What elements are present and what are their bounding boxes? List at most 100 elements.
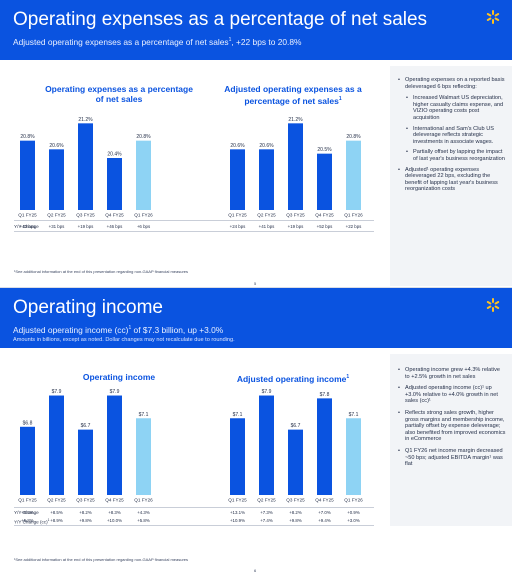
data-label: 20.8% xyxy=(346,134,361,140)
slide-title: Operating expenses as a percentage of ne… xyxy=(13,9,428,30)
commentary-panel: Operating income grew +4.3% relative to … xyxy=(390,354,512,526)
bar xyxy=(136,418,151,495)
category-label: Q4 FY25 xyxy=(315,498,334,503)
chart-adj-opinc: $7.1 Q1 FY25 $7.9 Q2 FY25 $6.7 Q3 FY25 $7.8 Q4 … xyxy=(228,389,363,503)
bar xyxy=(317,153,332,210)
page-number: 5 xyxy=(254,281,257,286)
bar xyxy=(136,140,151,210)
bar xyxy=(288,123,303,210)
change-value: +8.2% xyxy=(289,510,302,515)
change-value: +41 bps xyxy=(259,224,276,229)
change-value: +52 bps xyxy=(317,224,334,229)
rows-adj-opinc: +13.1% +7.3% +8.2% +7.0% +0.9% +10.9% +7.4% +9.… xyxy=(230,510,360,523)
change-value: +10.9% xyxy=(230,518,245,523)
bullet: Q1 FY26 net income margin decreased ~50 … xyxy=(398,448,506,468)
data-label: $7.1 xyxy=(349,412,359,418)
commentary-panel: Operating expenses on a reported basis d… xyxy=(390,66,512,286)
slide-note: Amounts in billions, except as noted. Do… xyxy=(13,337,235,343)
data-label: 20.8% xyxy=(136,134,151,140)
row-label-yy: Y/Y Change xyxy=(14,510,39,515)
sub-bullet: International and Sam's Club US delevera… xyxy=(406,126,506,146)
change-value: +8.3% xyxy=(108,510,121,515)
bullet: Adjusted operating income (cc)¹ up +3.0%… xyxy=(398,385,506,405)
change-value: +9.6% xyxy=(21,510,34,515)
bar xyxy=(20,140,35,210)
rows-adj-opex: +24 bps +41 bps +19 bps +52 bps +22 bps xyxy=(230,224,363,229)
change-value: +7.0% xyxy=(318,510,331,515)
bar xyxy=(346,140,361,210)
category-label: Q1 FY26 xyxy=(344,213,363,218)
bullet: Operating income grew +4.3% relative to … xyxy=(398,367,506,380)
rows-opinc: +9.6% +8.5% +8.2% +8.3% +4.3% +5.8% +8.9% +9.8%… xyxy=(21,510,150,523)
chart-adj-opex: 20.6% Q1 FY25 20.6% Q2 FY25 21.2% Q3 FY25 20.5… xyxy=(228,117,363,218)
row-divider xyxy=(14,525,374,526)
data-label: $6.7 xyxy=(291,423,301,429)
chart-title-opex: Operating expenses as a percentage of ne… xyxy=(45,84,193,104)
category-label: Q3 FY25 xyxy=(76,498,95,503)
chart-opex: 20.8% Q1 FY25 20.6% Q2 FY25 21.2% Q3 FY25 20.4… xyxy=(18,117,153,218)
data-label: 20.6% xyxy=(49,143,64,149)
spark-logo-icon xyxy=(486,10,500,24)
data-label: 20.6% xyxy=(259,143,274,149)
data-label: 21.2% xyxy=(288,117,303,123)
change-value: +31 bps xyxy=(49,224,66,229)
footnote: ¹See additional information at the end o… xyxy=(14,557,189,562)
category-label: Q1 FY25 xyxy=(18,213,37,218)
change-value: +4.3% xyxy=(137,510,150,515)
row-divider xyxy=(14,231,374,232)
bar xyxy=(78,429,93,495)
category-label: Q2 FY25 xyxy=(257,498,276,503)
sub-bullet: Partially offset by lapping the impact o… xyxy=(406,149,506,162)
category-label: Q2 FY25 xyxy=(47,213,66,218)
chart-title-adj-opinc: Adjusted operating income1 xyxy=(236,373,350,384)
change-value: +9.8% xyxy=(289,518,302,523)
slide-header: Operating income Adjusted operating inco… xyxy=(0,288,512,348)
data-label: $6.8 xyxy=(23,420,33,426)
bar xyxy=(230,418,245,495)
slide-title: Operating income xyxy=(13,297,163,318)
change-value: +10.0% xyxy=(107,518,122,523)
change-value: +5.8% xyxy=(137,518,150,523)
change-value: +8.9% xyxy=(50,518,63,523)
change-value: +7.4% xyxy=(260,518,273,523)
row-divider xyxy=(14,220,374,221)
category-label: Q2 FY25 xyxy=(257,213,276,218)
row-label-yy: Y/Y Change xyxy=(14,224,39,229)
bar xyxy=(230,149,245,210)
category-label: Q1 FY25 xyxy=(228,498,247,503)
chart-opinc: $6.8 Q1 FY25 $7.9 Q2 FY25 $6.7 Q3 FY25 $7.9 Q4 … xyxy=(18,389,153,503)
change-value: +3.0% xyxy=(347,518,360,523)
change-value: +9.8% xyxy=(79,518,92,523)
change-value: +22 bps xyxy=(346,224,363,229)
data-label: $7.9 xyxy=(110,389,120,395)
slide-header: Operating expenses as a percentage of ne… xyxy=(0,0,512,60)
change-value: +13.1% xyxy=(230,510,245,515)
slide-operating-income: Operating income Adjusted operating inco… xyxy=(0,287,512,573)
category-label: Q1 FY26 xyxy=(134,498,153,503)
row-label-yy-cc: Y/Y Change (cc)1 xyxy=(14,518,50,525)
bullet: Adjusted¹ operating expenses deleveraged… xyxy=(398,167,506,193)
data-label: $7.1 xyxy=(139,412,149,418)
change-value: +19 bps xyxy=(78,224,95,229)
change-value: +8.2% xyxy=(79,510,92,515)
bar xyxy=(317,398,332,495)
data-label: 20.5% xyxy=(317,147,332,153)
bar xyxy=(78,123,93,210)
bar xyxy=(49,395,64,495)
change-value: +9.4% xyxy=(318,518,331,523)
category-label: Q4 FY25 xyxy=(315,213,334,218)
bar xyxy=(107,395,122,495)
category-label: Q3 FY25 xyxy=(76,213,95,218)
row-divider xyxy=(14,507,374,508)
category-label: Q3 FY25 xyxy=(286,213,305,218)
category-label: Q3 FY25 xyxy=(286,498,305,503)
bar xyxy=(259,395,274,495)
commentary-list: Operating income grew +4.3% relative to … xyxy=(398,367,506,468)
rows-opex: +40 bps +31 bps +19 bps +46 bps +6 bps xyxy=(20,224,151,229)
commentary-list: Operating expenses on a reported basis d… xyxy=(398,77,506,193)
bar xyxy=(20,426,35,495)
data-label: $6.7 xyxy=(81,423,91,429)
chart-title-adj-opex: Adjusted operating expenses as a percent… xyxy=(224,84,362,106)
data-label: $7.9 xyxy=(52,389,62,395)
change-value: +19 bps xyxy=(288,224,305,229)
